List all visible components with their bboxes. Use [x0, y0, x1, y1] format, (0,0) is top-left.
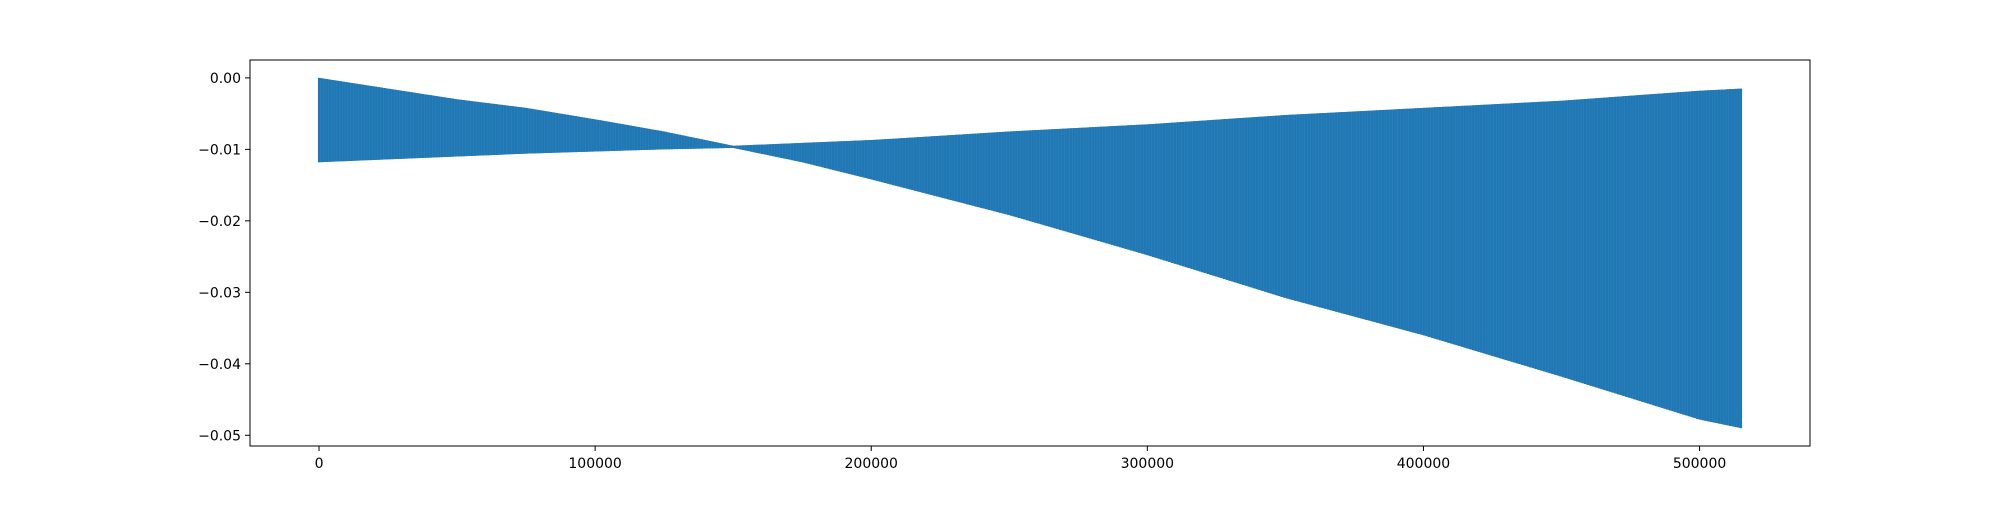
- axes-frame: [249, 59, 1811, 447]
- y-tick-label: −0.04: [198, 357, 241, 373]
- y-tick-label: 0.00: [210, 71, 241, 87]
- x-tick-label: 400000: [1397, 456, 1450, 472]
- y-tick-label: −0.02: [198, 214, 241, 230]
- y-tick-label: −0.05: [198, 428, 241, 444]
- y-tick-label: −0.03: [198, 285, 241, 301]
- x-axis: 0 100000 200000 300000 400000 500000: [315, 446, 1726, 472]
- x-tick-label: 100000: [568, 456, 621, 472]
- x-tick-label: 200000: [845, 456, 898, 472]
- x-tick-label: 300000: [1121, 456, 1174, 472]
- series-0-envelope: [319, 77, 1741, 429]
- y-tick-label: −0.01: [198, 142, 241, 158]
- y-axis: 0.00 −0.01 −0.02 −0.03 −0.04 −0.05: [198, 71, 250, 444]
- x-tick-label: 500000: [1673, 456, 1726, 472]
- x-tick-label: 0: [315, 456, 324, 472]
- plot-area: [317, 77, 1743, 429]
